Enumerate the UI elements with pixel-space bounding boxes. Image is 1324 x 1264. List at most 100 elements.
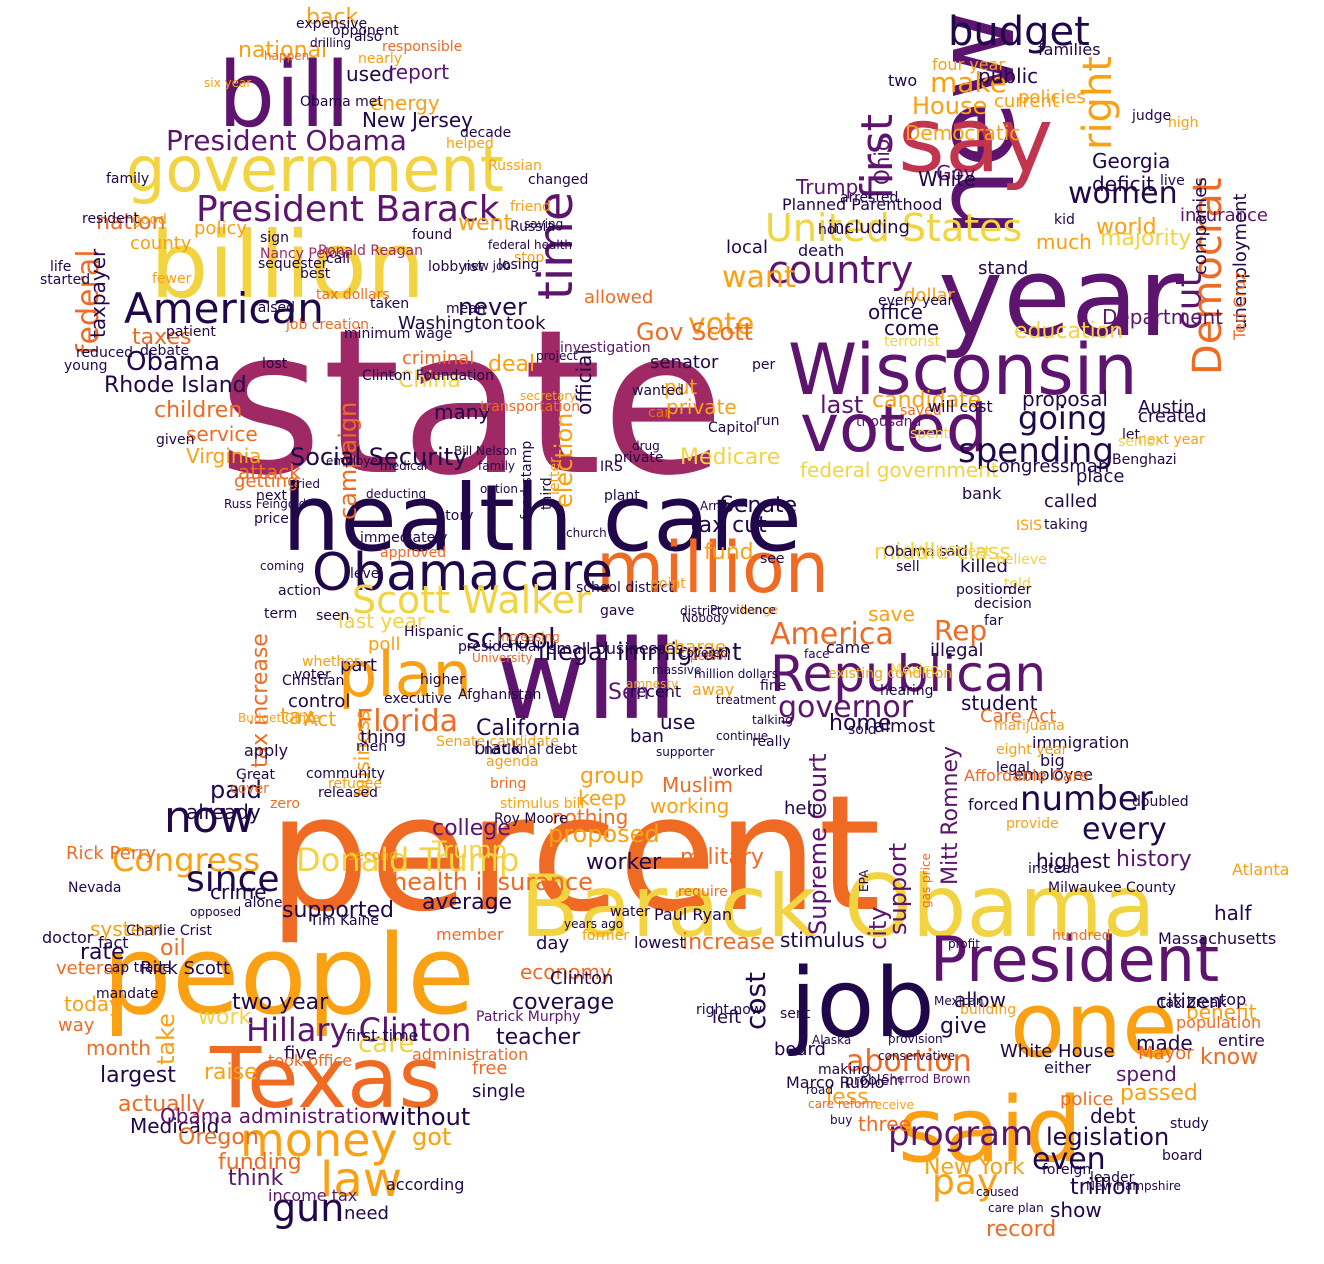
word-two: two [888, 70, 918, 90]
word-lowest: lowest [634, 932, 686, 952]
word-fact: fact [98, 932, 129, 952]
word-person: person [690, 649, 732, 664]
word-buy: buy [830, 1113, 853, 1128]
word-two-year: two year [232, 989, 329, 1015]
word-happen: happen [264, 49, 310, 64]
word-went: went [458, 210, 513, 236]
word-released: released [318, 784, 378, 801]
word-car: car [648, 404, 671, 421]
word-member: member [436, 924, 504, 944]
word-see: see [760, 550, 785, 567]
word-largest: largest [100, 1062, 176, 1088]
word-back: back [306, 4, 359, 30]
word-country: country [768, 247, 914, 292]
word-oil: oil [160, 935, 186, 961]
word-receive: receive [870, 1098, 914, 1113]
word-tax-cut: tax cut [690, 512, 767, 538]
word-order: order [994, 581, 1032, 598]
word-family: family [478, 459, 516, 474]
word-clinton: Clinton [550, 968, 614, 990]
word-army: Army [700, 499, 732, 514]
word-america: America [770, 617, 894, 653]
word-income-tax: income tax [268, 1185, 358, 1205]
word-making: making [818, 1061, 870, 1078]
word-state: state [218, 287, 725, 520]
word-school: school [466, 622, 556, 656]
word-free: free [472, 1058, 508, 1080]
word-mitt-romney: Mitt Romney [938, 745, 963, 885]
word-investigation: investigation [560, 339, 651, 356]
word-bring: bring [490, 775, 527, 792]
word-public: public [978, 63, 1039, 88]
word-allow: allow [954, 987, 1006, 1012]
word-dollar: dollar [904, 285, 955, 307]
word-mayor: Mayor [1138, 1043, 1194, 1065]
word-taxpayer: taxpayer [86, 248, 110, 338]
word-never: never [458, 293, 527, 322]
word-control: control [288, 691, 351, 713]
word-letter: letter [547, 457, 563, 495]
word-nobody: Nobody [682, 611, 728, 626]
word-police: police [1060, 1089, 1114, 1111]
word-million: million [596, 526, 830, 609]
word-law: law [320, 1151, 403, 1208]
word-rate: rate [80, 939, 125, 965]
word-worked: worked [712, 763, 763, 780]
word-minimum-wage: minimum wage [344, 325, 453, 342]
word-take: take [152, 1013, 180, 1065]
word-profit: profit [948, 937, 980, 952]
word-ohio: Ohio [870, 138, 894, 185]
word-patient: patient [166, 323, 216, 340]
word-government: government [126, 133, 504, 207]
word-obama-said: Obama said [884, 543, 968, 560]
word-percent: percent [268, 759, 881, 947]
word-lost: lost [262, 355, 288, 372]
word-apply: apply [244, 740, 289, 760]
word-decision: decision [974, 595, 1032, 612]
word-since: since [186, 859, 280, 901]
word-women: women [1068, 176, 1178, 212]
word-providence: Providence [710, 603, 777, 618]
word-office: office [868, 299, 923, 324]
word-term: term [264, 605, 298, 622]
word-million-dollars: million dollars [694, 667, 778, 682]
word-supreme-court: Supreme Court [804, 753, 832, 936]
word-clinton-foundation: Clinton Foundation [362, 367, 494, 384]
word-started: started [40, 271, 91, 288]
word-rick-perry: Rick Perry [66, 843, 156, 865]
word-immigration: immigration [1032, 732, 1130, 752]
word-united-states: United States [765, 205, 1023, 250]
word-gave: gave [600, 602, 635, 619]
word-sen: Sen [608, 679, 650, 705]
word-death: death [798, 240, 845, 260]
word-school-district: school district [576, 579, 674, 596]
word-single: single [472, 1081, 526, 1103]
word-debt: debt [1090, 1103, 1136, 1128]
word-mandate: mandate [96, 985, 159, 1002]
word-medicaid: Medicaid [130, 1113, 220, 1138]
word-point: point [650, 575, 686, 592]
word-milwaukee-county: Milwaukee County [1048, 879, 1176, 896]
word-russia: Russia [510, 218, 556, 235]
word-health-insurance: health insurance [392, 868, 593, 897]
word-even: even [1032, 1142, 1106, 1178]
word-number: number [1020, 779, 1153, 820]
word-lobbyist: lobbyist [428, 258, 484, 275]
word-half: half [1214, 900, 1252, 925]
word-problem: problem [845, 1072, 903, 1089]
word-terrorist: terrorist [884, 333, 941, 350]
word-per: per [752, 356, 776, 373]
word-russian: Russian [488, 157, 542, 174]
word-ban: ban [630, 726, 664, 748]
word-plan: plan [338, 638, 472, 712]
word-massive: massive [652, 663, 702, 678]
word-children: children [154, 397, 243, 423]
word-insurance: insurance [1180, 205, 1269, 227]
word-called: called [1044, 491, 1098, 513]
word-sign: sign [260, 229, 289, 246]
word-used: used [346, 61, 395, 86]
word-home: home [829, 710, 892, 736]
word-almost: almost [874, 716, 936, 738]
word-come: come [884, 315, 940, 340]
word-every-year: every year [878, 292, 954, 309]
